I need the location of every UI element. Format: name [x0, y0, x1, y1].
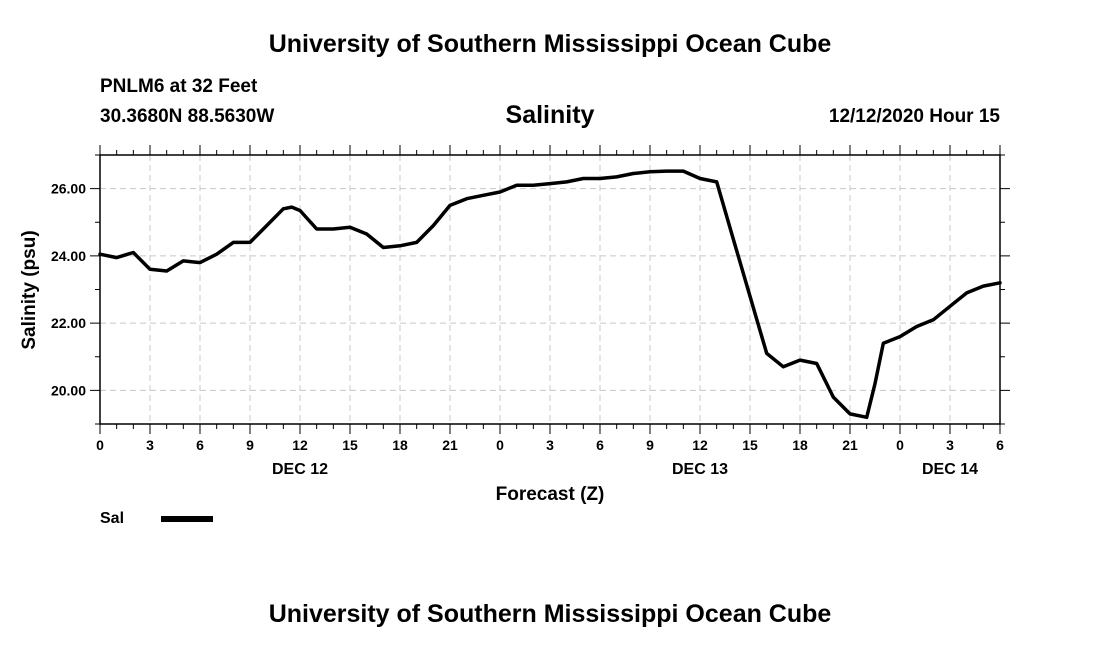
x-tick-label: 3	[146, 437, 154, 453]
y-tick-label: 24.00	[51, 248, 86, 264]
day-label: DEC 12	[272, 461, 328, 478]
day-label: DEC 14	[922, 461, 978, 478]
y-axis-label: Salinity (psu)	[19, 230, 40, 349]
x-tick-label: 9	[246, 437, 254, 453]
salinity-line	[98, 169, 1002, 420]
x-tick-label: 3	[946, 437, 954, 453]
x-tick-label: 9	[646, 437, 654, 453]
axes: 20.00 22.00 24.00 26.00 0 3 6 9 12 15 18 21 0 3 6 9 12 15…	[51, 145, 1010, 478]
coordinates-label: 30.3680N 88.5630W	[100, 106, 275, 127]
x-tick-label: 21	[842, 437, 858, 453]
x-tick-label: 12	[292, 437, 308, 453]
legend-swatch	[161, 516, 213, 522]
top-title: University of Southern Mississippi Ocean…	[268, 30, 832, 58]
x-tick-label: 18	[392, 437, 408, 453]
station-label: PNLM6 at 32 Feet	[100, 76, 258, 97]
x-tick-label: 6	[196, 437, 204, 453]
x-tick-label: 6	[596, 437, 604, 453]
x-tick-label: 15	[342, 437, 358, 453]
series-layer	[98, 169, 1002, 420]
x-tick-label: 0	[896, 437, 904, 453]
x-tick-label: 18	[792, 437, 808, 453]
x-tick-label: 0	[496, 437, 504, 453]
x-tick-label: 21	[442, 437, 458, 453]
axis-labels: Salinity (psu) Forecast (Z)	[19, 230, 604, 505]
x-tick-label: 3	[546, 437, 554, 453]
x-tick-label: 6	[996, 437, 1004, 453]
x-axis-label: Forecast (Z)	[496, 484, 605, 505]
x-tick-label: 0	[96, 437, 104, 453]
day-label: DEC 13	[672, 461, 728, 478]
timestamp-label: 12/12/2020 Hour 15	[828, 106, 1000, 127]
y-tick-label: 26.00	[51, 181, 86, 197]
x-tick-label: 12	[692, 437, 708, 453]
chart-title: Salinity	[505, 101, 595, 129]
legend-label: Sal	[100, 510, 125, 527]
y-tick-label: 22.00	[51, 315, 86, 331]
bottom-title: University of Southern Mississippi Ocean…	[268, 600, 832, 628]
y-tick-label: 20.00	[51, 382, 86, 398]
x-tick-label: 15	[742, 437, 758, 453]
grid	[100, 155, 1000, 424]
